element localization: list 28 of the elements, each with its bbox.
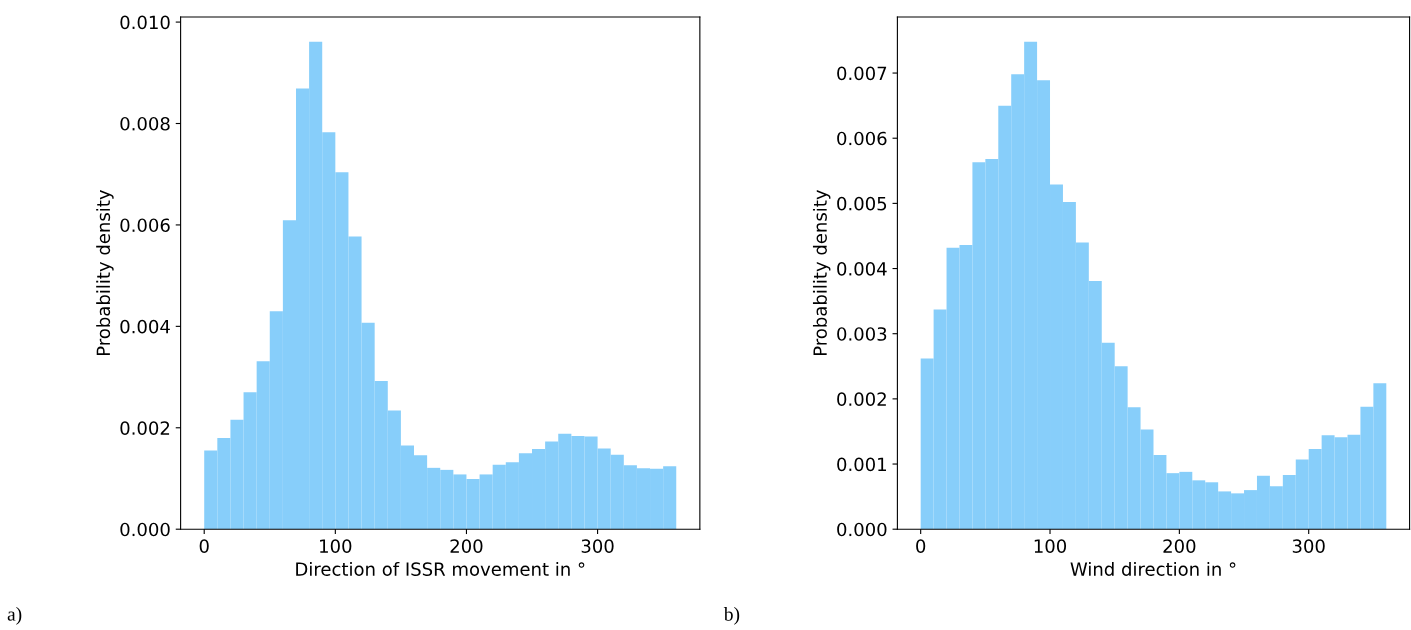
y-tick-label: 0.003 xyxy=(837,327,887,341)
y-tick-label: 0.005 xyxy=(837,196,887,211)
y-tick-label: 0.008 xyxy=(120,116,170,131)
y-axis-title: Probability density xyxy=(96,189,114,356)
x-tick-label: 0 xyxy=(199,539,209,553)
x-tick-label: 300 xyxy=(581,539,614,553)
text: b) xyxy=(723,607,740,625)
y-tick-label: 0.010 xyxy=(120,15,170,30)
x-tick-label: 200 xyxy=(1163,539,1196,553)
y-axis-title: Probability density xyxy=(812,189,831,356)
y-tick-label: 0.000 xyxy=(120,522,170,537)
x-tick-label: 100 xyxy=(1034,539,1067,553)
y-tick-label: 0.006 xyxy=(120,218,170,233)
y-tick-label: 0.007 xyxy=(837,66,887,81)
y-tick-label: 0.004 xyxy=(120,319,170,334)
text: a) xyxy=(7,607,22,625)
x-axis-title: Wind direction in ° xyxy=(1070,561,1236,576)
x-tick-label: 300 xyxy=(1292,539,1325,553)
y-tick-label: 0.004 xyxy=(837,262,887,276)
x-tick-label: 100 xyxy=(320,539,352,553)
y-tick-label: 0.001 xyxy=(837,457,887,472)
x-axis-title: Direction of ISSR movement in ° xyxy=(296,561,585,576)
y-tick-label: 0.002 xyxy=(120,421,170,435)
x-tick-label: 200 xyxy=(450,539,483,553)
y-tick-label: 0.000 xyxy=(837,522,887,537)
x-tick-label: 0 xyxy=(916,539,926,553)
y-tick-label: 0.006 xyxy=(837,131,887,146)
y-tick-label: 0.002 xyxy=(837,392,886,406)
